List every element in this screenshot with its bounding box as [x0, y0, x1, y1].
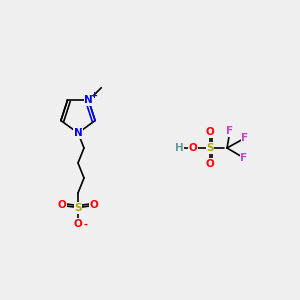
Text: +: + — [90, 91, 97, 100]
Text: F: F — [226, 126, 234, 136]
Text: S: S — [206, 143, 214, 153]
Text: N: N — [74, 128, 82, 138]
Text: S: S — [74, 203, 82, 213]
Text: N: N — [84, 95, 93, 105]
Text: O: O — [74, 219, 82, 229]
Text: O: O — [90, 200, 98, 210]
Text: -: - — [83, 220, 87, 230]
Text: F: F — [240, 153, 247, 163]
Text: O: O — [206, 127, 214, 137]
Text: O: O — [189, 143, 197, 153]
Text: H: H — [175, 143, 183, 153]
Text: F: F — [242, 133, 249, 143]
Text: O: O — [206, 159, 214, 169]
Text: O: O — [58, 200, 66, 210]
